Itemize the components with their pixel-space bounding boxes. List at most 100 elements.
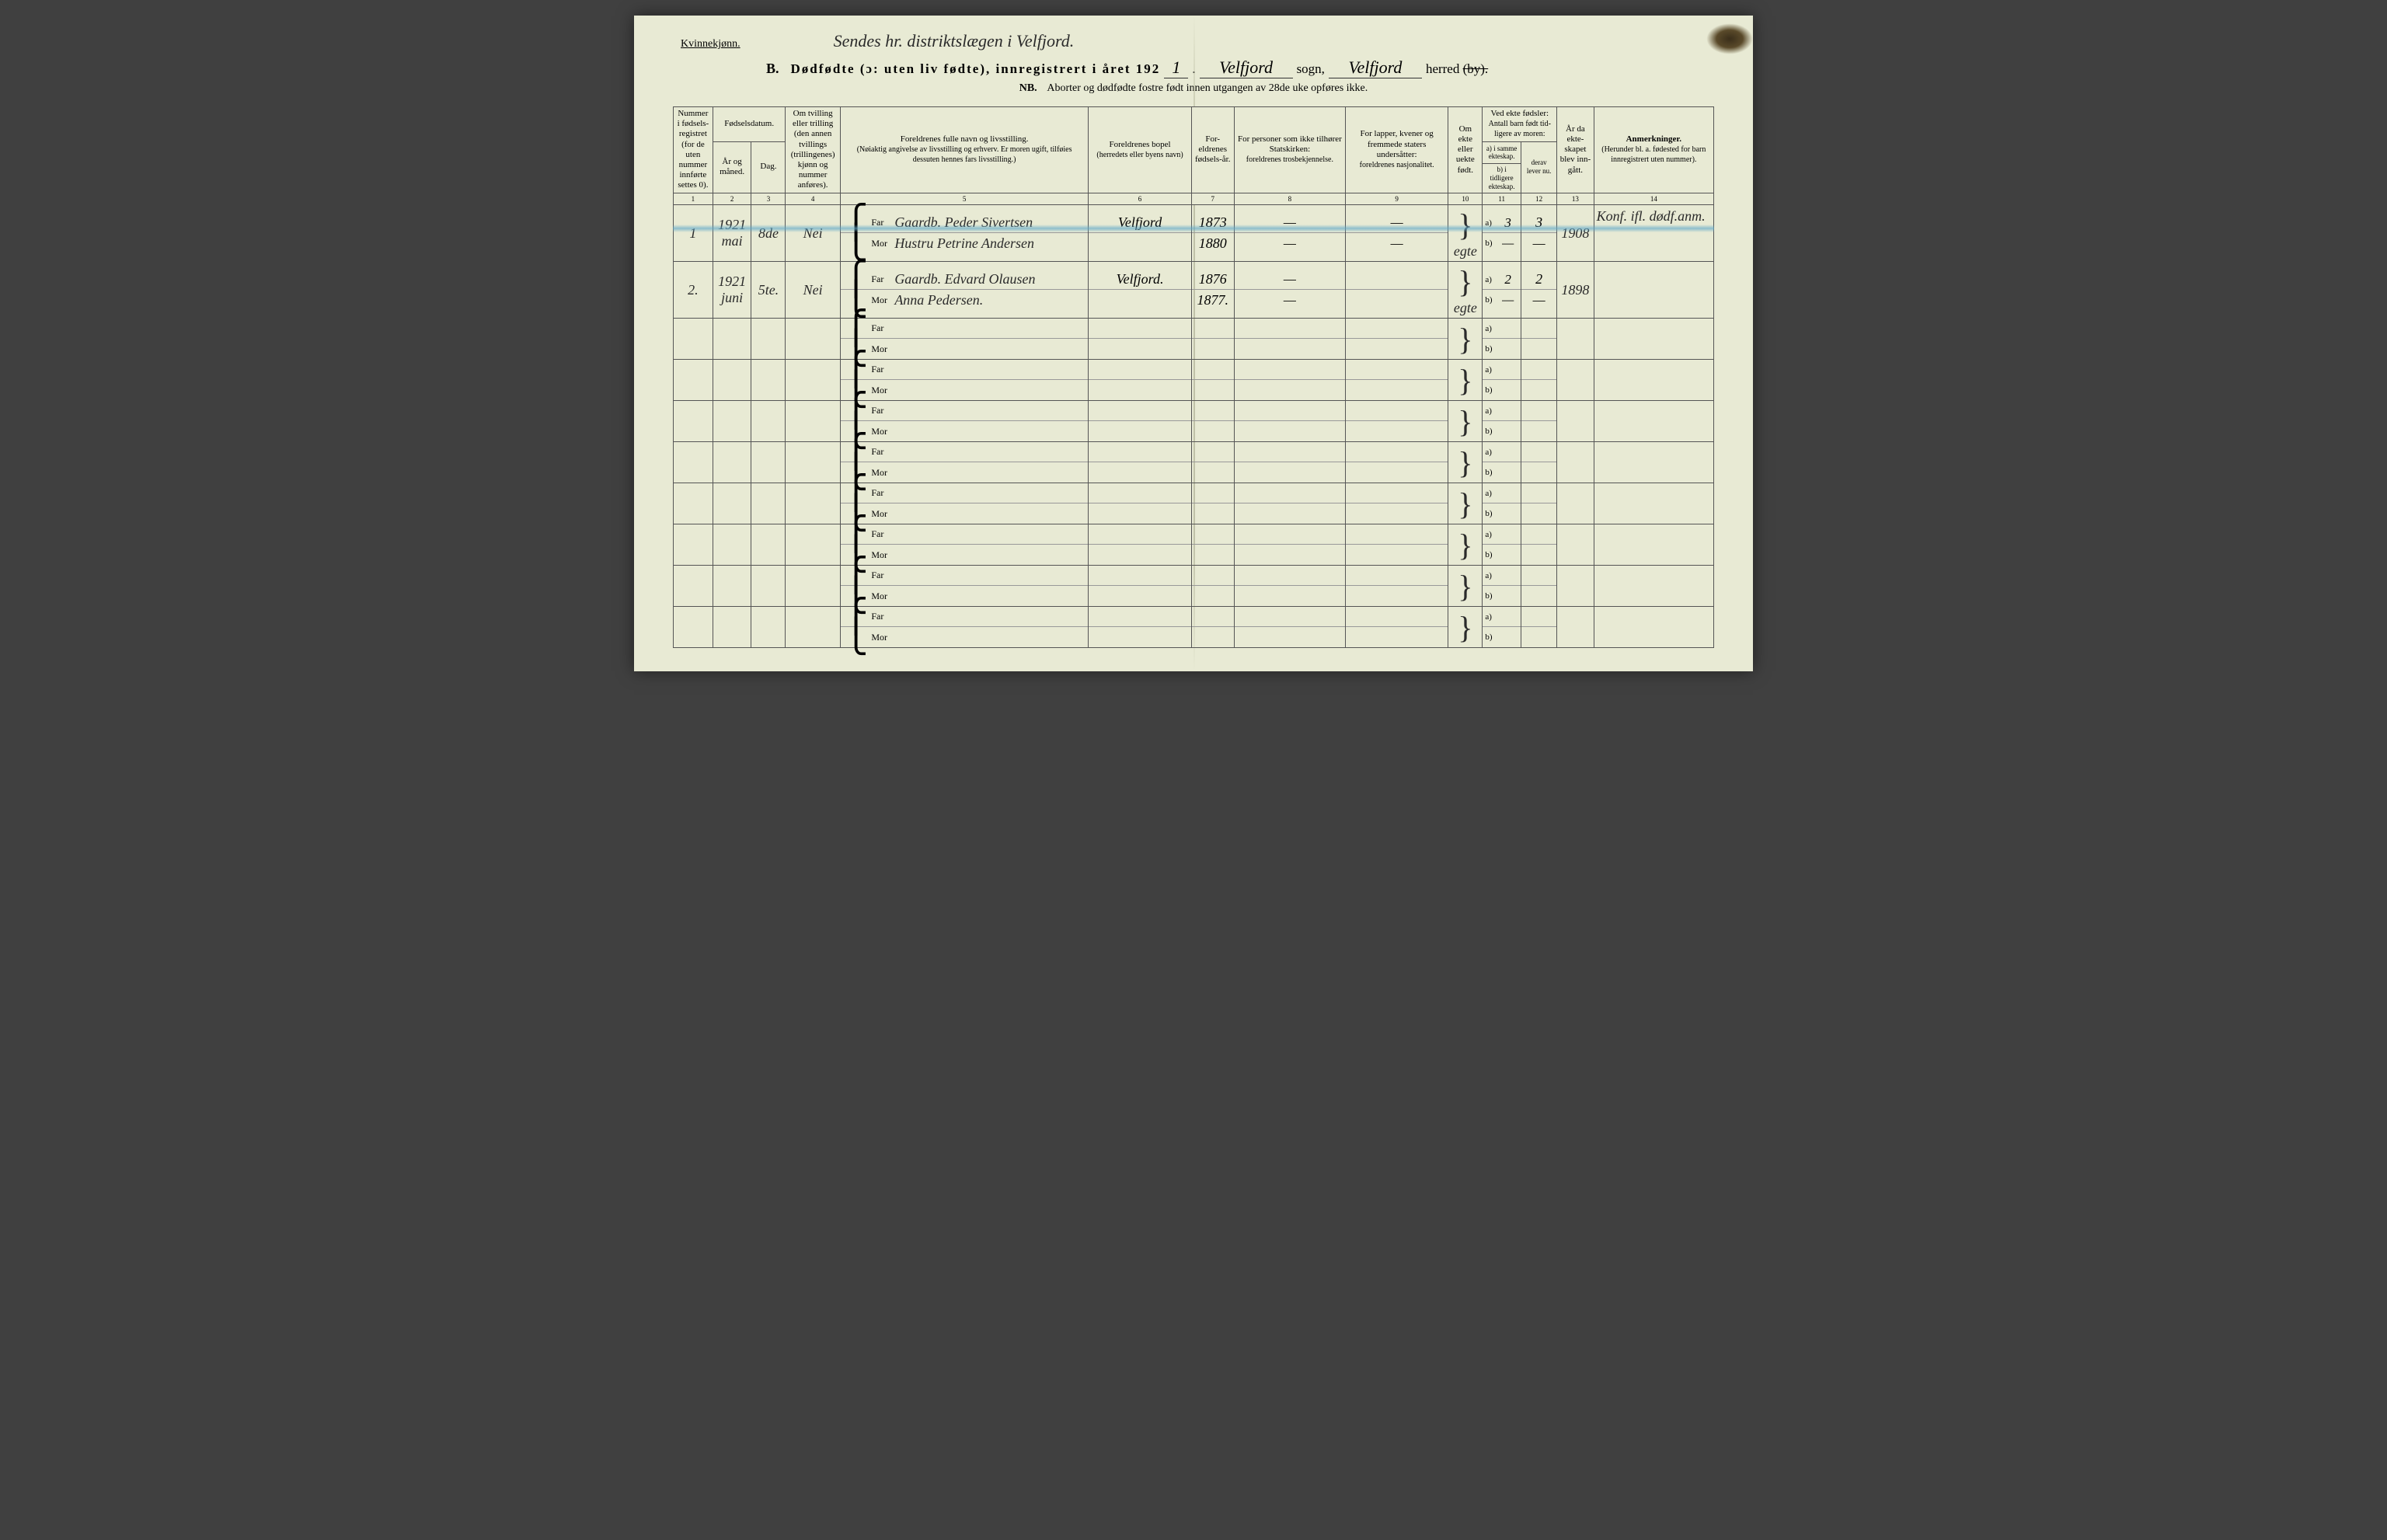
bopel-cell: Velfjord. — [1089, 262, 1191, 319]
cell — [751, 607, 786, 648]
cell — [751, 483, 786, 524]
subtitle-row: NB. Aborter og dødfødte fostre født inne… — [673, 82, 1714, 95]
cell — [674, 401, 713, 442]
cell — [674, 524, 713, 566]
cell: 5te. — [751, 262, 786, 319]
marriage-year-cell — [1557, 524, 1594, 566]
cell — [786, 319, 840, 360]
birth-years-cell — [1191, 360, 1234, 401]
bopel-cell — [1089, 566, 1191, 607]
col-header-fodselsdatum: Fødselsdatum. — [713, 107, 786, 142]
bopel-cell — [1089, 360, 1191, 401]
cell — [751, 360, 786, 401]
title-text: Dødfødte (ɔ: uten liv fødte), innregistr… — [791, 61, 1161, 77]
col-header-4: Om tvilling eller trilling (den annen tv… — [786, 107, 840, 193]
col8-main: For personer som ikke tilhører Statskirk… — [1238, 134, 1342, 154]
cell — [674, 360, 713, 401]
cell — [713, 360, 751, 401]
cell — [786, 360, 840, 401]
religion-cell — [1234, 607, 1345, 648]
col-header-7: For-eldrenes fødsels-år. — [1191, 107, 1234, 193]
religion-cell — [1234, 524, 1345, 566]
document-page: Kvinnekjønn. Sendes hr. distriktslægen i… — [634, 16, 1753, 671]
cell: 1921mai — [713, 205, 751, 262]
col-header-11b: b) i tidligere ekteskap. — [1483, 164, 1521, 193]
prior-children-cell: a)b) — [1483, 483, 1521, 524]
table-row: ⎧Far⎩Mor}a)b) — [674, 442, 1714, 483]
marriage-year-cell — [1557, 607, 1594, 648]
cell — [786, 401, 840, 442]
remarks-cell — [1594, 607, 1713, 648]
parents-cell: ⎧Far⎩Mor — [840, 319, 1089, 360]
col-header-5: Foreldrenes fulle navn og livsstilling. … — [840, 107, 1089, 193]
cell — [751, 442, 786, 483]
surviving-cell — [1521, 360, 1556, 401]
ekte-cell: } — [1448, 401, 1483, 442]
birth-years-cell — [1191, 483, 1234, 524]
nationality-cell — [1346, 319, 1448, 360]
col-header-6: Foreldrenes bopel (herredets eller byens… — [1089, 107, 1191, 193]
surviving-cell — [1521, 483, 1556, 524]
col8-sub: foreldrenes trosbekjennelse. — [1246, 155, 1333, 164]
ekte-cell: } — [1448, 360, 1483, 401]
colnum-8: 8 — [1234, 193, 1345, 205]
birth-years-cell: 18731880 — [1191, 205, 1234, 262]
religion-cell — [1234, 483, 1345, 524]
col9-sub: foreldrenes nasjonalitet. — [1360, 161, 1434, 169]
surviving-cell: 3— — [1521, 205, 1556, 262]
cell — [674, 607, 713, 648]
title-dot: . — [1192, 61, 1195, 77]
remarks-cell — [1594, 262, 1713, 319]
parents-cell: ⎧Far⎩Mor — [840, 483, 1089, 524]
ekte-cell: } — [1448, 566, 1483, 607]
table-row: ⎧Far⎩Mor}a)b) — [674, 360, 1714, 401]
table-body: 11921mai8deNei⎧FarGaardb. Peder Sivertse… — [674, 205, 1714, 648]
cell: 8de — [751, 205, 786, 262]
marriage-year-cell — [1557, 401, 1594, 442]
colnum-11: 11 — [1483, 193, 1521, 205]
religion-cell — [1234, 401, 1345, 442]
cell — [674, 483, 713, 524]
table-row: ⎧Far⎩Mor}a)b) — [674, 566, 1714, 607]
birth-years-cell — [1191, 319, 1234, 360]
nationality-cell — [1346, 483, 1448, 524]
religion-cell — [1234, 566, 1345, 607]
parents-cell: ⎧Far⎩Mor — [840, 401, 1089, 442]
surviving-cell — [1521, 442, 1556, 483]
remarks-cell — [1594, 319, 1713, 360]
cell — [751, 401, 786, 442]
surviving-cell: 2— — [1521, 262, 1556, 319]
column-number-row: 1 2 3 4 5 6 7 8 9 10 11 12 13 14 — [674, 193, 1714, 205]
col-header-9: For lapper, kvener og fremmede staters u… — [1346, 107, 1448, 193]
religion-cell — [1234, 442, 1345, 483]
paper-smudge — [1706, 23, 1753, 54]
religion-cell — [1234, 360, 1345, 401]
colnum-6: 6 — [1089, 193, 1191, 205]
cell — [713, 401, 751, 442]
col5-main: Foreldrenes fulle navn og livsstilling. — [901, 134, 1029, 144]
col-header-2: År og måned. — [713, 141, 751, 193]
remarks-cell — [1594, 483, 1713, 524]
col-header-10: Om ekte eller uekte født. — [1448, 107, 1483, 193]
remarks-cell: Konf. ifl. dødf.anm. — [1594, 205, 1713, 262]
colnum-9: 9 — [1346, 193, 1448, 205]
col-header-12: derav lever nu. — [1521, 141, 1556, 193]
marriage-year-cell — [1557, 566, 1594, 607]
parents-cell: ⎧FarGaardb. Peder Sivertsen⎩MorHustru Pe… — [840, 205, 1089, 262]
marriage-year-cell — [1557, 442, 1594, 483]
cell — [751, 319, 786, 360]
cell — [713, 566, 751, 607]
section-letter: B. — [766, 61, 779, 77]
remarks-cell — [1594, 442, 1713, 483]
cell: 1921juni — [713, 262, 751, 319]
parents-cell: ⎧FarGaardb. Edvard Olausen⎩MorAnna Peder… — [840, 262, 1089, 319]
table-row: 2.1921juni5te.Nei⎧FarGaardb. Edvard Olau… — [674, 262, 1714, 319]
ekte-cell: } — [1448, 607, 1483, 648]
cell — [674, 442, 713, 483]
nationality-cell — [1346, 401, 1448, 442]
sogn-label: sogn, — [1297, 61, 1325, 77]
nb-label: NB. — [1019, 82, 1037, 94]
prior-children-cell: a)b) — [1483, 442, 1521, 483]
ekte-cell: } — [1448, 483, 1483, 524]
marriage-year-cell — [1557, 360, 1594, 401]
